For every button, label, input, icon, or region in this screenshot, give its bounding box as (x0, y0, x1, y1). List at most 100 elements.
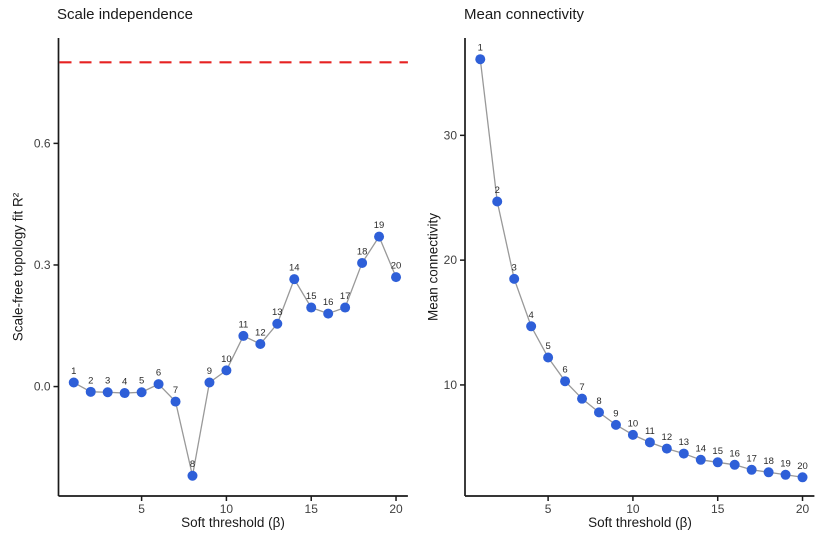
data-point-label: 10 (221, 354, 232, 365)
x-tick-label: 10 (626, 502, 640, 516)
data-point (526, 321, 537, 332)
data-point-label: 19 (780, 458, 791, 469)
data-point (255, 339, 266, 350)
y-tick-label: 20 (444, 253, 458, 267)
data-point-label: 12 (662, 432, 673, 443)
series-line (73, 235, 397, 476)
data-point (119, 388, 130, 399)
data-point (644, 437, 655, 448)
data-point (136, 387, 147, 398)
data-point (797, 472, 808, 483)
y-tick-label: 10 (444, 378, 458, 392)
data-point-label: 6 (562, 365, 567, 376)
data-point (272, 318, 283, 329)
data-point (763, 467, 774, 478)
data-point (627, 429, 638, 440)
data-point-label: 17 (746, 453, 757, 464)
right-x-axis-label: Soft threshold (β) (588, 515, 692, 530)
data-point (357, 257, 368, 268)
data-point-label: 1 (71, 366, 76, 377)
data-point (695, 454, 706, 465)
x-tick-label: 5 (545, 502, 552, 516)
data-point (170, 396, 181, 407)
y-tick-label: 0.6 (34, 136, 51, 150)
data-point-label: 19 (374, 220, 385, 231)
data-point-label: 7 (579, 382, 584, 393)
y-tick-label: 0.0 (34, 380, 51, 394)
data-point (221, 365, 232, 376)
left-panel-title: Scale independence (57, 6, 193, 23)
data-point-label: 8 (190, 459, 195, 470)
data-point-label: 4 (529, 310, 534, 321)
data-point (560, 376, 571, 387)
x-tick-label: 20 (389, 502, 403, 516)
data-point (543, 352, 554, 363)
right-y-axis-label: Mean connectivity (425, 212, 441, 322)
data-point-label: 7 (173, 385, 178, 396)
data-point (85, 386, 96, 397)
data-point-label: 15 (306, 291, 317, 302)
data-point-label: 11 (238, 319, 248, 330)
data-point-label: 18 (763, 456, 774, 467)
data-point (204, 377, 215, 388)
series-line (479, 59, 803, 478)
data-point (492, 196, 503, 207)
data-point-label: 4 (122, 377, 127, 388)
data-point-label: 8 (596, 396, 601, 407)
data-point (475, 54, 486, 65)
x-tick-label: 5 (138, 502, 145, 516)
data-point (187, 470, 198, 481)
data-point-label: 14 (289, 263, 300, 274)
data-point-label: 14 (695, 443, 706, 454)
data-point (661, 443, 672, 454)
data-point (238, 330, 249, 341)
data-point (391, 272, 402, 283)
data-point-label: 11 (645, 426, 655, 437)
x-tick-label: 10 (220, 502, 234, 516)
data-point-label: 12 (255, 328, 266, 339)
data-point-label: 13 (272, 307, 283, 318)
data-point (374, 231, 385, 242)
y-tick-label: 30 (444, 128, 458, 142)
data-point (610, 419, 621, 430)
data-point-label: 16 (729, 448, 740, 459)
data-point-label: 6 (156, 368, 161, 379)
x-tick-label: 15 (711, 502, 725, 516)
data-point-label: 3 (105, 376, 110, 387)
data-point (593, 407, 604, 418)
data-point (746, 464, 757, 475)
data-point (68, 377, 79, 388)
data-point-label: 5 (545, 341, 550, 352)
data-point (577, 393, 588, 404)
data-point (153, 379, 164, 390)
data-point (780, 469, 791, 480)
right-panel-title: Mean connectivity (464, 6, 585, 23)
data-point-label: 16 (323, 297, 334, 308)
data-point-label: 2 (495, 185, 500, 196)
data-point (306, 302, 317, 313)
data-point (509, 273, 520, 284)
data-point (712, 457, 723, 468)
left-x-axis-label: Soft threshold (β) (181, 515, 285, 530)
data-point-label: 9 (613, 408, 618, 419)
data-point-label: 9 (207, 366, 212, 377)
data-point (678, 448, 689, 459)
data-point-label: 18 (357, 246, 368, 257)
data-point-label: 17 (340, 291, 351, 302)
data-point-label: 13 (679, 437, 690, 448)
data-point-label: 10 (628, 418, 639, 429)
data-point-label: 20 (391, 261, 402, 272)
data-point (323, 308, 334, 319)
data-point-label: 1 (478, 43, 483, 54)
data-point (729, 459, 740, 470)
data-point (102, 387, 113, 398)
data-point-label: 20 (797, 461, 808, 472)
data-point (340, 302, 351, 313)
data-point (289, 274, 300, 285)
data-point-label: 5 (139, 376, 144, 387)
x-tick-label: 20 (796, 502, 810, 516)
data-point-label: 2 (88, 375, 93, 386)
data-point-label: 15 (712, 446, 723, 457)
y-tick-label: 0.3 (34, 258, 51, 272)
